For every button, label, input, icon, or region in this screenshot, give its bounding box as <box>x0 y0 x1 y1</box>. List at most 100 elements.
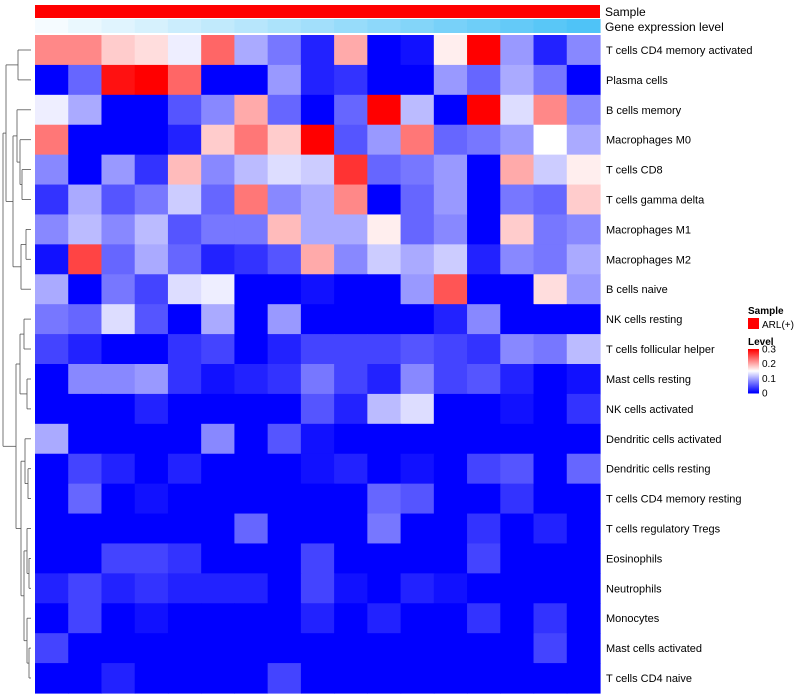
heatmap-cell <box>334 573 368 604</box>
heatmap-cell <box>267 603 302 634</box>
legend-level-gradient-step <box>748 363 759 365</box>
heatmap-cell <box>234 633 269 664</box>
heatmap-cell <box>334 423 368 455</box>
legend-level-tick: 0.3 <box>762 345 776 356</box>
legend-level-gradient-step <box>748 378 759 380</box>
legend-sample-title: Sample <box>748 306 784 317</box>
legend-level-gradient-step <box>748 377 759 379</box>
heatmap-cell <box>167 663 202 694</box>
heatmap-cell <box>500 64 535 96</box>
heatmap-cell <box>167 274 202 305</box>
heatmap-cell <box>566 633 601 664</box>
heatmap-cell <box>533 543 568 574</box>
heatmap-cell <box>533 513 568 545</box>
heatmap-cell <box>467 64 501 96</box>
heatmap-cell <box>367 124 402 156</box>
heatmap-cell <box>533 393 568 425</box>
heatmap-cell <box>68 543 103 574</box>
heatmap-cell <box>300 663 335 694</box>
heatmap-cell <box>267 184 302 216</box>
heatmap-cell <box>267 663 302 694</box>
heatmap-cell <box>167 603 202 634</box>
gene-expression-annotation-cell <box>101 19 136 33</box>
legend-level-gradient-step <box>748 373 759 375</box>
heatmap-cell <box>533 633 568 664</box>
heatmap-cell <box>267 364 302 395</box>
heatmap-cell <box>201 423 236 455</box>
heatmap-cell <box>334 304 368 335</box>
heatmap-cell <box>467 663 501 694</box>
heatmap-cell <box>201 663 236 694</box>
heatmap-cell <box>467 124 501 156</box>
legend-level-gradient-step <box>748 362 759 364</box>
heatmap-cell <box>433 453 468 485</box>
heatmap-cell <box>334 543 368 574</box>
heatmap-cell <box>300 35 335 66</box>
heatmap-cell <box>167 483 202 515</box>
heatmap-cell <box>467 184 501 216</box>
heatmap-cell <box>134 35 169 66</box>
heatmap-cell <box>201 124 236 156</box>
heatmap-cell <box>267 244 302 275</box>
heatmap-cell <box>300 64 335 96</box>
heatmap-cell <box>134 543 169 574</box>
heatmap-cell <box>68 573 103 604</box>
heatmap-cell <box>35 244 69 275</box>
heatmap-cell <box>300 364 335 395</box>
heatmap-cell <box>234 274 269 305</box>
heatmap-cell <box>367 274 402 305</box>
heatmap-cell <box>367 483 402 515</box>
heatmap-cell <box>35 543 69 574</box>
row-label: Monocytes <box>606 613 660 625</box>
heatmap-cell <box>433 124 468 156</box>
heatmap-cell <box>533 214 568 245</box>
heatmap-cell <box>300 603 335 634</box>
heatmap-cell <box>334 214 368 245</box>
heatmap-cell <box>68 184 103 216</box>
heatmap-cell <box>433 393 468 425</box>
heatmap-cell <box>566 543 601 574</box>
heatmap-cell <box>334 35 368 66</box>
row-label: Macrophages M1 <box>606 224 691 236</box>
heatmap-cell <box>134 274 169 305</box>
heatmap-cell <box>234 334 269 365</box>
heatmap-cell <box>433 483 468 515</box>
heatmap-cell <box>300 423 335 455</box>
heatmap-cell <box>533 603 568 634</box>
heatmap-cell <box>68 214 103 245</box>
heatmap-cell <box>467 304 501 335</box>
heatmap-cell <box>68 453 103 485</box>
heatmap-cell <box>101 304 136 335</box>
legend-level-gradient-step <box>748 370 759 372</box>
heatmap-cell <box>400 124 435 156</box>
heatmap-cell <box>334 64 368 96</box>
heatmap-cell <box>267 423 302 455</box>
gene-expression-annotation-cell <box>267 19 302 33</box>
legend-level-gradient-step <box>748 354 759 356</box>
gene-expression-annotation-cell <box>35 19 69 33</box>
heatmap-cell <box>566 244 601 275</box>
legend-level-gradient-step <box>748 380 759 382</box>
gene-expression-annotation-cell <box>467 19 501 33</box>
legend-level-gradient-step <box>748 372 759 374</box>
heatmap-cell <box>167 124 202 156</box>
heatmap-cell <box>300 483 335 515</box>
heatmap-cell <box>300 184 335 216</box>
legend-level-gradient-step <box>748 388 759 390</box>
heatmap-cell <box>467 214 501 245</box>
heatmap-cell <box>467 423 501 455</box>
heatmap-cell <box>167 633 202 664</box>
legend-level-gradient-step <box>748 353 759 355</box>
heatmap-cell <box>400 64 435 96</box>
gene-expression-annotation-cell <box>300 19 335 33</box>
legend-level-gradient-step <box>748 386 759 388</box>
legend-level-gradient-step <box>748 391 759 393</box>
heatmap-cell <box>367 94 402 126</box>
heatmap-cell <box>533 274 568 305</box>
heatmap-cell <box>566 663 601 694</box>
heatmap-cell <box>500 334 535 365</box>
heatmap-cell <box>267 304 302 335</box>
heatmap-cell <box>533 423 568 455</box>
heatmap-cell <box>300 633 335 664</box>
heatmap-cell <box>566 214 601 245</box>
